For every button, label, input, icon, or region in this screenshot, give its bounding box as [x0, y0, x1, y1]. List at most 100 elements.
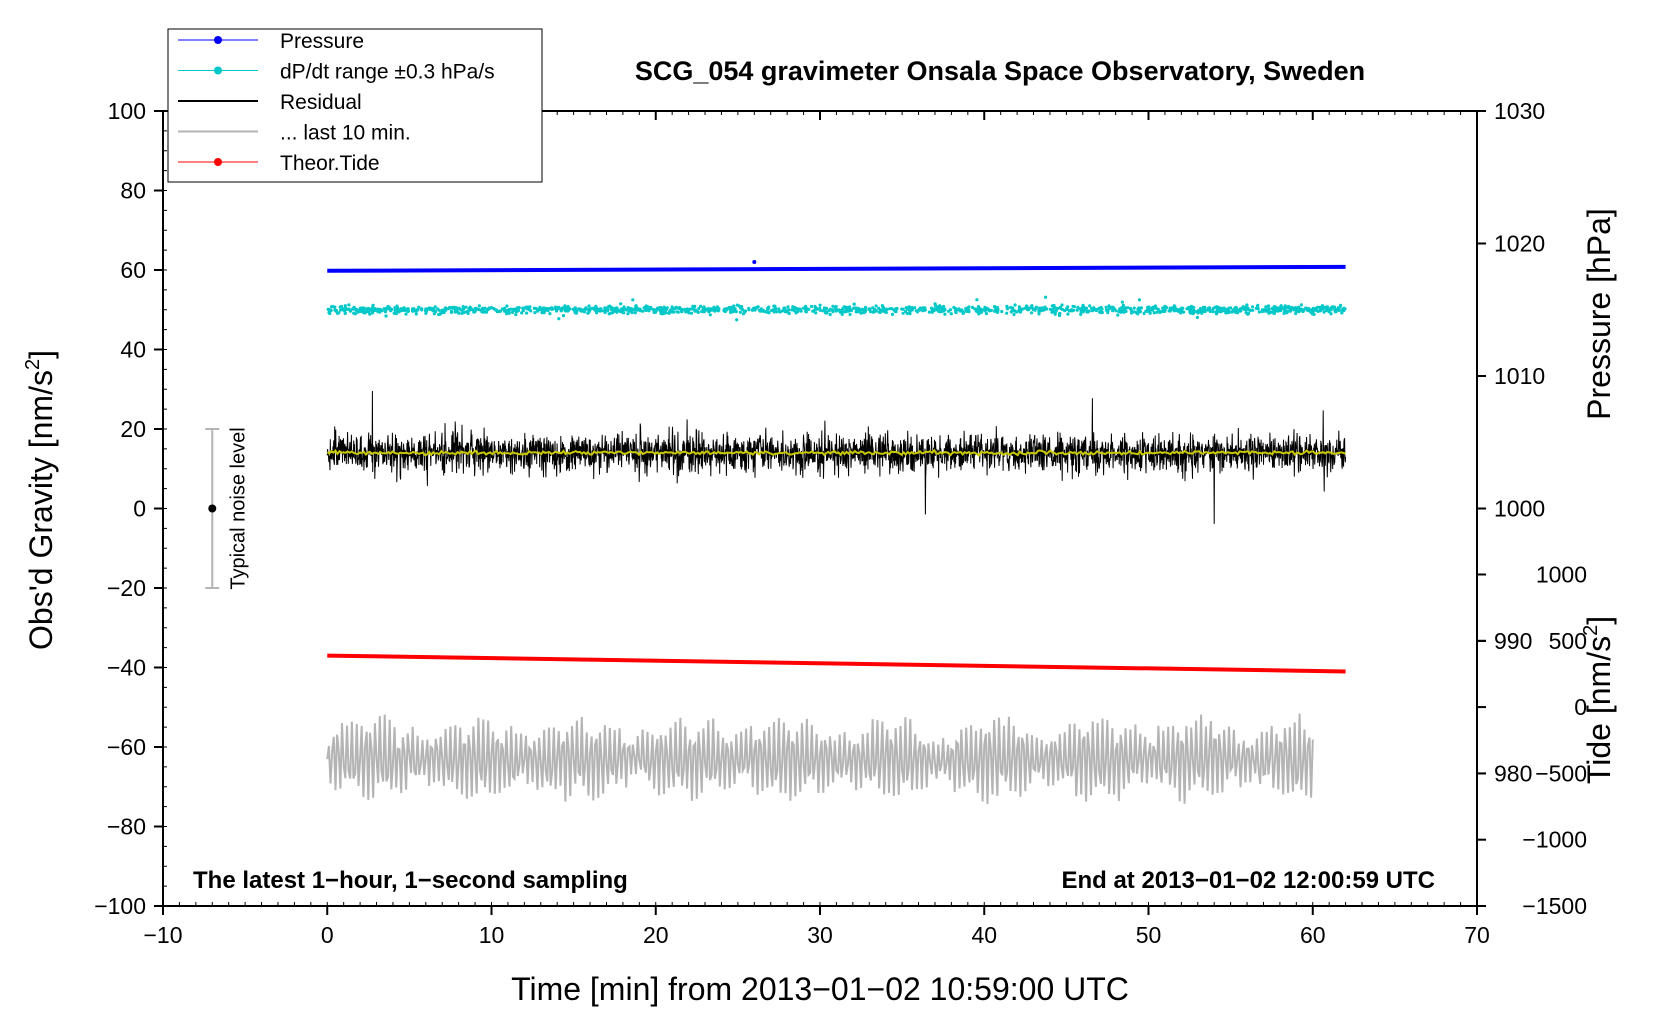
- dpdt-point: [1081, 310, 1085, 314]
- dpdt-point: [929, 306, 934, 310]
- dpdt-point: [451, 306, 455, 310]
- dpdt-point: [1030, 311, 1034, 315]
- dpdt-point: [1033, 307, 1037, 311]
- x-tick-label: 60: [1300, 922, 1326, 948]
- dpdt-point: [1189, 311, 1193, 315]
- dpdt-point: [339, 308, 343, 312]
- dpdt-point: [1026, 308, 1030, 312]
- dpdt-point: [1272, 311, 1276, 315]
- dpdt-point: [1005, 311, 1009, 315]
- dpdt-point: [525, 305, 529, 309]
- dpdt-point: [1244, 311, 1248, 315]
- dpdt-point: [1044, 295, 1048, 299]
- dpdt-point: [1282, 311, 1286, 315]
- dpdt-point: [766, 307, 770, 311]
- dpdt-point: [436, 307, 440, 311]
- dpdt-point: [503, 306, 507, 310]
- dpdt-point: [984, 312, 989, 316]
- dpdt-point: [631, 308, 635, 312]
- dpdt-point: [344, 307, 348, 311]
- dpdt-point: [384, 308, 388, 313]
- dpdt-point: [485, 307, 489, 311]
- note-left: The latest 1−hour, 1−second sampling: [193, 867, 628, 894]
- dpdt-point: [619, 310, 623, 314]
- dpdt-point: [493, 308, 497, 312]
- x-axis-label: Time [min] from 2013−01−02 10:59:00 UTC: [511, 971, 1129, 1007]
- pressure-outlier: [752, 260, 757, 265]
- dpdt-point: [1206, 308, 1210, 312]
- dpdt-point: [1306, 306, 1310, 311]
- dpdt-point: [830, 308, 835, 313]
- y-tick-label: 60: [120, 257, 146, 283]
- dpdt-point: [976, 310, 980, 314]
- dpdt-point: [995, 309, 999, 314]
- dpdt-point: [859, 311, 863, 315]
- dpdt-point: [1086, 310, 1090, 314]
- dpdt-point: [1116, 313, 1120, 317]
- dpdt-point: [913, 306, 917, 310]
- dpdt-point: [571, 307, 575, 311]
- dpdt-point: [783, 310, 788, 314]
- dpdt-point: [1025, 304, 1029, 308]
- dpdt-point: [1122, 310, 1126, 314]
- dpdt-point: [1066, 312, 1070, 316]
- dpdt-point: [337, 311, 341, 315]
- pressure-tick-label: 1000: [1494, 496, 1545, 522]
- dpdt-point: [431, 307, 436, 311]
- dpdt-point: [388, 307, 393, 311]
- dpdt-point: [573, 310, 578, 314]
- dpdt-point: [905, 311, 909, 316]
- dpdt-point: [481, 306, 485, 310]
- dpdt-point: [884, 310, 888, 315]
- dpdt-point: [1037, 310, 1041, 314]
- dpdt-point: [1099, 311, 1103, 315]
- dpdt-point: [1088, 304, 1092, 308]
- dpdt-point: [554, 305, 558, 309]
- dpdt-point: [505, 304, 509, 308]
- dpdt-point: [844, 310, 848, 314]
- dpdt-point: [1066, 305, 1070, 309]
- dpdt-point: [490, 306, 494, 310]
- dpdt-point: [778, 310, 782, 314]
- dpdt-point: [683, 307, 687, 311]
- dpdt-point: [791, 305, 795, 309]
- dpdt-point: [634, 304, 638, 308]
- dpdt-point: [726, 306, 730, 310]
- dpdt-point: [813, 304, 817, 309]
- dpdt-point: [660, 312, 664, 316]
- legend-box: [167, 28, 543, 183]
- dpdt-point: [1202, 308, 1206, 313]
- dpdt-point: [515, 308, 519, 312]
- dpdt-point: [1309, 310, 1313, 314]
- dpdt-point: [549, 307, 553, 311]
- dpdt-point: [731, 310, 735, 314]
- tide-tick-label: 0: [1574, 694, 1587, 720]
- dpdt-point: [676, 310, 680, 314]
- dpdt-point: [521, 309, 525, 313]
- x-tick-label: −10: [143, 922, 182, 948]
- series-tide: [327, 653, 1346, 674]
- dpdt-point: [918, 306, 922, 310]
- dpdt-point: [651, 308, 656, 312]
- dpdt-point: [1276, 309, 1280, 313]
- dpdt-point: [437, 312, 441, 317]
- dpdt-point: [1009, 305, 1013, 310]
- dpdt-point: [1333, 307, 1337, 311]
- x-tick-label: 0: [321, 922, 334, 948]
- dpdt-point: [707, 307, 711, 311]
- x-tick-label: 40: [971, 922, 997, 948]
- dpdt-point: [1296, 308, 1300, 312]
- dpdt-point: [396, 309, 400, 313]
- dpdt-point: [459, 308, 463, 312]
- dpdt-point: [509, 307, 513, 311]
- dpdt-point: [936, 305, 940, 309]
- dpdt-point: [380, 309, 384, 313]
- dpdt-point: [638, 309, 643, 313]
- dpdt-point: [1211, 310, 1215, 314]
- dpdt-point: [838, 310, 842, 314]
- dpdt-point: [543, 307, 547, 311]
- dpdt-point: [669, 308, 673, 312]
- dpdt-point: [522, 306, 526, 310]
- dpdt-point: [557, 317, 561, 321]
